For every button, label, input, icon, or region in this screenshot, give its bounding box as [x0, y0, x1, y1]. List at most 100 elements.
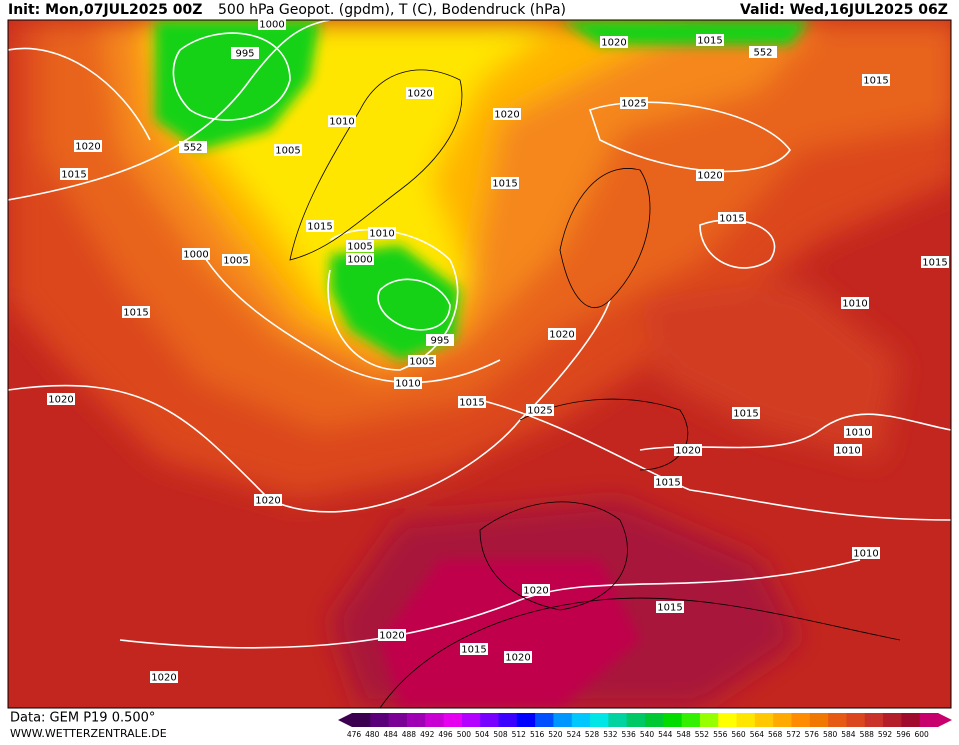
colorbar-swatch	[388, 713, 408, 727]
colorbar-label: 492	[420, 730, 435, 739]
colorbar-label: 588	[860, 730, 875, 739]
colorbar-label: 544	[658, 730, 673, 739]
label-box	[732, 407, 760, 419]
isobar-label: 1015	[461, 645, 486, 656]
isobar-label: 1020	[379, 631, 404, 642]
label-box	[718, 212, 746, 224]
label-box	[852, 547, 880, 559]
isobar-label: 1020	[601, 38, 626, 49]
label-box	[656, 601, 684, 613]
colorbar-swatch	[883, 713, 902, 727]
colorbar-label: 556	[713, 730, 728, 739]
colorbar-label: 512	[512, 730, 527, 739]
colorbar-swatch	[699, 713, 719, 727]
colorbar-arrow-right	[938, 713, 952, 727]
colorbar-label: 484	[383, 730, 398, 739]
isobar-label: 1020	[75, 142, 100, 153]
isobar-label: 1020	[255, 496, 280, 507]
colorbar-label: 488	[402, 730, 417, 739]
coastlines	[289, 69, 901, 708]
colorbar-label: 500	[457, 730, 472, 739]
label-box	[844, 426, 872, 438]
colorbar-label: 596	[896, 730, 911, 739]
isobar-label: 1020	[523, 586, 548, 597]
colorbar: 476 480 484 488 492 496 500 504 508 512 516 520 524 5…	[338, 713, 952, 739]
map-field	[8, 20, 951, 708]
isobar-label: 1005	[347, 242, 372, 253]
label-box	[426, 334, 454, 346]
colorbar-swatch	[754, 713, 774, 727]
label-box	[654, 476, 682, 488]
label-box	[368, 227, 396, 239]
colorbar-label: 504	[475, 730, 490, 739]
label-box	[274, 144, 302, 156]
isobar-label: 1015	[922, 258, 947, 269]
colorbar-swatch	[352, 713, 371, 727]
label-box	[548, 328, 576, 340]
label-box	[491, 177, 519, 189]
isobar-label: 1025	[527, 406, 552, 417]
isobar-label: 1020	[549, 330, 574, 341]
isobar-label: 1010	[853, 549, 878, 560]
label-box	[122, 306, 150, 318]
colorbar-swatch	[791, 713, 811, 727]
isobar-label: 1020	[494, 110, 519, 121]
isobar-label: 1000	[183, 250, 208, 261]
colorbar-swatch	[535, 713, 554, 727]
isobar-label: 1015	[492, 179, 517, 190]
colorbar-label: 580	[823, 730, 838, 739]
isobar-label: 1015	[657, 603, 682, 614]
isobar-label: 552	[753, 48, 772, 59]
label-box	[231, 47, 259, 59]
colorbar-swatch	[425, 713, 445, 727]
isobar-label: 1010	[369, 229, 394, 240]
label-box	[696, 169, 724, 181]
colorbar-arrow-left	[338, 713, 352, 727]
isobar-label: 1015	[697, 36, 722, 47]
isobar-label: 1020	[675, 446, 700, 457]
label-box	[60, 168, 88, 180]
colorbar-label: 496	[438, 730, 453, 739]
isobar-label: 1010	[845, 428, 870, 439]
colorbar-swatch	[498, 713, 518, 727]
colorbar-label: 524	[567, 730, 582, 739]
isobar-label: 1025	[621, 99, 646, 110]
label-box	[346, 253, 374, 265]
colorbar-label: 476	[347, 730, 362, 739]
colorbar-label: 508	[493, 730, 508, 739]
isobar-label: 1020	[48, 395, 73, 406]
label-box	[306, 220, 334, 232]
colorbar-swatch	[553, 713, 573, 727]
colorbar-label: 564	[750, 730, 765, 739]
colorbar-label: 528	[585, 730, 600, 739]
colorbar-label: 520	[548, 730, 563, 739]
label-box	[179, 141, 207, 153]
colorbar-swatch	[626, 713, 646, 727]
label-box	[862, 74, 890, 86]
label-box	[408, 355, 436, 367]
isobar-label: 1020	[697, 171, 722, 182]
data-source: Data: GEM P19 0.500°	[10, 711, 155, 726]
colorbar-label: 592	[878, 730, 893, 739]
isobar-label: 1020	[407, 89, 432, 100]
colorbar-swatch	[663, 713, 683, 727]
label-box	[504, 651, 532, 663]
label-box	[460, 643, 488, 655]
isobar-labels: 1000 995 1020 1015 552 1015 1020 1020 1025 1010 10…	[47, 18, 949, 684]
label-box	[458, 396, 486, 408]
colorbar-swatch	[846, 713, 866, 727]
isobar-label: 1010	[835, 446, 860, 457]
colorbar-label: 548	[676, 730, 691, 739]
label-box	[47, 393, 75, 405]
colorbar-label: 480	[365, 730, 380, 739]
label-box	[620, 97, 648, 109]
label-box	[493, 108, 521, 120]
label-box	[258, 18, 286, 30]
map-title: 500 hPa Geopot. (gpdm), T (C), Bodendruc…	[218, 2, 566, 18]
valid-time: Valid: Wed,16JUL2025 06Z	[740, 2, 948, 18]
website: WWW.WETTERZENTRALE.DE	[10, 727, 167, 740]
label-box	[406, 87, 434, 99]
label-box	[150, 671, 178, 683]
colorbar-swatch	[461, 713, 481, 727]
